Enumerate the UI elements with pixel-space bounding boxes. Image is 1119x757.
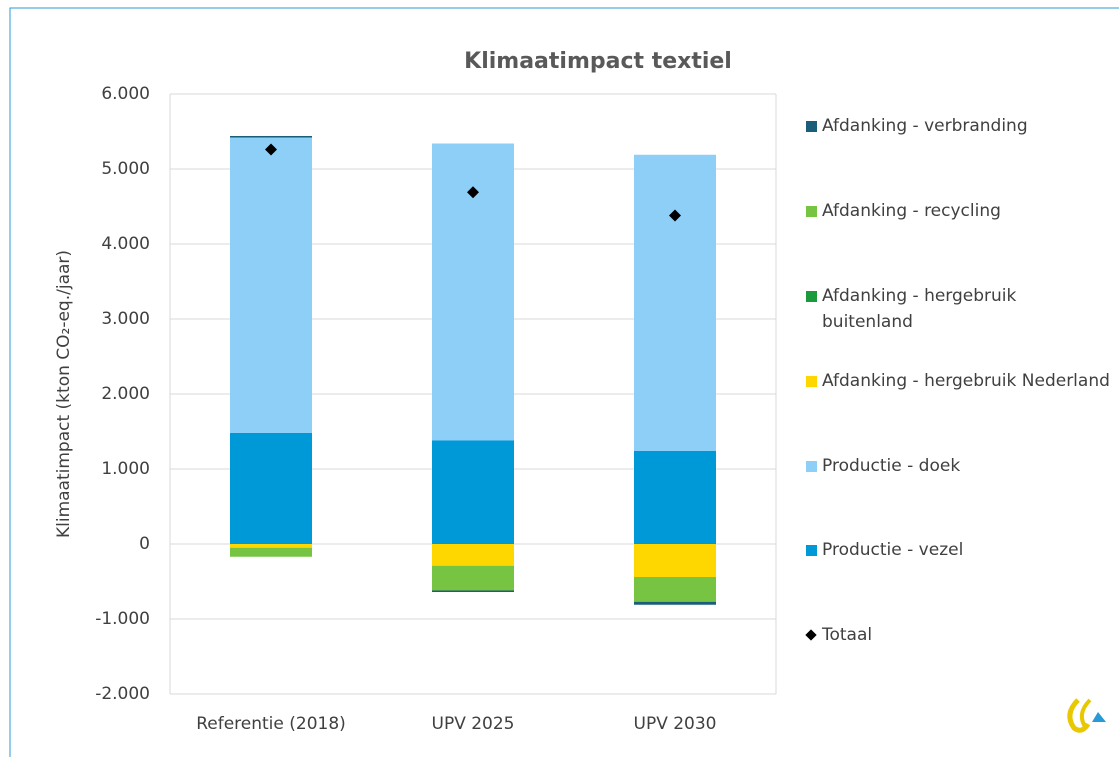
legend-swatch xyxy=(806,121,817,132)
total-marker xyxy=(265,143,277,156)
y-tick-label: 3.000 xyxy=(101,309,150,329)
bar-segment xyxy=(230,137,312,433)
legend-swatch xyxy=(806,545,817,556)
bar-segment xyxy=(634,577,716,602)
legend-label: Totaal xyxy=(822,625,873,645)
legend-label: Productie - vezel xyxy=(822,540,964,560)
legend-entry: Totaal xyxy=(805,622,1112,648)
legend-label: Afdanking - hergebruik Nederland xyxy=(822,371,1110,391)
bar-segment xyxy=(432,590,514,592)
legend-entry: Afdanking - verbranding xyxy=(806,113,1112,139)
y-tick-label: 5.000 xyxy=(101,159,150,179)
y-tick-label: -1.000 xyxy=(95,609,150,629)
bar-segment xyxy=(432,544,514,566)
x-tick-label: Referentie (2018) xyxy=(196,714,346,734)
legend-entry: Afdanking - hergebruik buitenland xyxy=(806,283,1112,335)
bar-segment xyxy=(432,565,514,591)
legend-entry: Productie - vezel xyxy=(806,537,1112,563)
legend-label: Afdanking - verbranding xyxy=(822,116,1028,136)
bar-segment xyxy=(634,451,716,544)
bar-segment xyxy=(634,154,716,451)
legend-label: Afdanking - recycling xyxy=(822,201,1001,221)
y-tick-label: 4.000 xyxy=(101,234,150,254)
bar-segment xyxy=(634,601,716,605)
bar-segment xyxy=(230,433,312,544)
bar-segment xyxy=(634,544,716,577)
legend-label: Afdanking - hergebruik buitenland xyxy=(822,286,1017,332)
legend-entry: Afdanking - recycling xyxy=(806,198,1112,224)
x-tick-label: UPV 2025 xyxy=(432,714,515,734)
legend-swatch xyxy=(806,376,817,387)
total-marker xyxy=(467,186,479,199)
legend-swatch xyxy=(805,629,817,641)
legend-label: Productie - doek xyxy=(822,456,961,476)
frame xyxy=(9,7,1119,757)
bar-segment xyxy=(432,440,514,544)
y-tick-label: 1.000 xyxy=(101,459,150,479)
chart-title: Klimaatimpact textiel xyxy=(464,49,732,74)
legend-swatch xyxy=(806,206,817,217)
bar-segment xyxy=(230,544,312,548)
logo xyxy=(1067,698,1106,733)
legend-entry: Afdanking - hergebruik Nederland xyxy=(806,368,1112,394)
y-tick-label: 6.000 xyxy=(101,84,150,104)
legend-swatch xyxy=(806,461,817,472)
legend-swatch xyxy=(806,291,817,302)
bar-segment xyxy=(230,136,312,138)
total-marker xyxy=(669,209,681,222)
bar-segment xyxy=(230,547,312,557)
y-tick-label: -2.000 xyxy=(95,684,150,704)
y-tick-label: 2.000 xyxy=(101,384,150,404)
y-tick-label: 0 xyxy=(139,534,150,554)
legend-entry: Productie - doek xyxy=(806,453,1112,479)
y-axis-label: Klimaatimpact (kton CO₂-eq./jaar) xyxy=(54,250,74,538)
x-tick-label: UPV 2030 xyxy=(634,714,717,734)
